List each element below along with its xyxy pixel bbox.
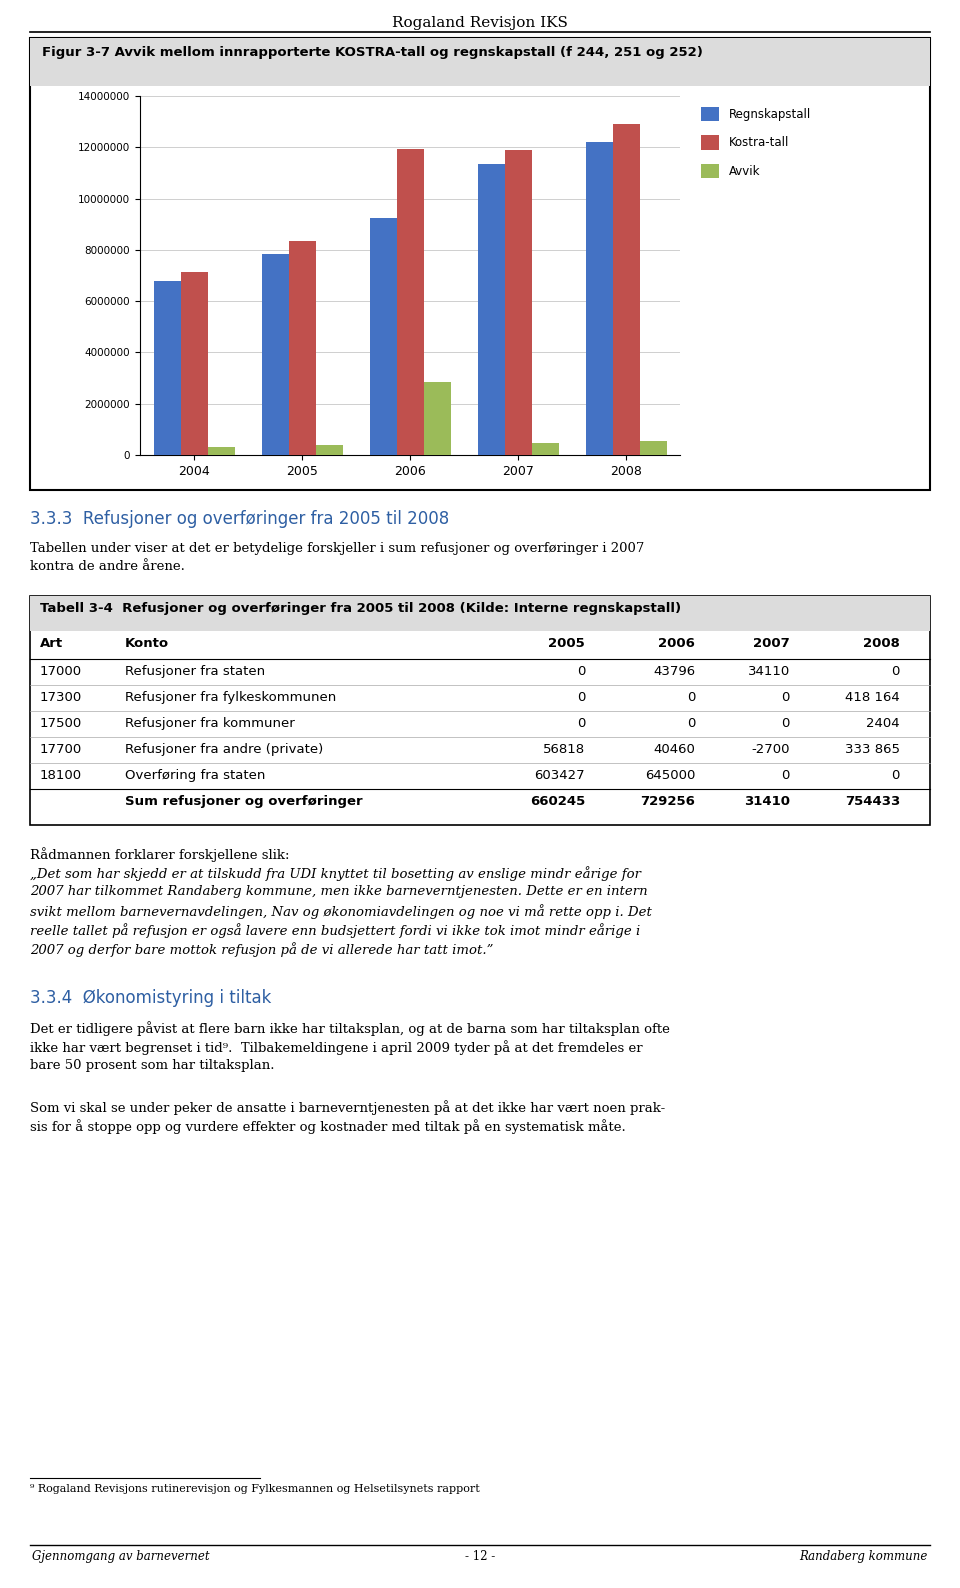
Text: 729256: 729256 [640,796,695,808]
Text: svikt mellom barnevernavdelingen, Nav og økonomiavdelingen og noe vi må rette op: svikt mellom barnevernavdelingen, Nav og… [30,904,652,919]
Text: 0: 0 [892,665,900,678]
Text: 2006: 2006 [659,637,695,649]
Text: 0: 0 [577,718,585,730]
Text: 2007 har tilkommet Randaberg kommune, men ikke barneverntjenesten. Dette er en i: 2007 har tilkommet Randaberg kommune, me… [30,885,648,897]
Text: Det er tidligere påvist at flere barn ikke har tiltaksplan, og at de barna som h: Det er tidligere påvist at flere barn ik… [30,1021,670,1035]
Text: 660245: 660245 [530,796,585,808]
Text: Art: Art [40,637,63,649]
Text: 17500: 17500 [40,718,83,730]
Text: Refusjoner fra fylkeskommunen: Refusjoner fra fylkeskommunen [125,691,336,703]
Text: 2007: 2007 [754,637,790,649]
Text: 0: 0 [781,769,790,781]
Text: 0: 0 [686,691,695,703]
Bar [30,38,930,86]
Text: 754433: 754433 [845,796,900,808]
Text: Figur 3-7 Avvik mellom innrapporterte KOSTRA-tall og regnskapstall (f 244, 251 o: Figur 3-7 Avvik mellom innrapporterte KO… [42,46,703,59]
Text: 18100: 18100 [40,769,83,781]
Text: Konto: Konto [125,637,169,649]
Text: 645000: 645000 [644,769,695,781]
Text: 31410: 31410 [744,796,790,808]
Text: 2005: 2005 [548,637,585,649]
Text: Rogaland Revisjon IKS: Rogaland Revisjon IKS [392,16,568,30]
Text: sis for å stoppe opp og vurdere effekter og kostnader med tiltak på en systemati: sis for å stoppe opp og vurdere effekter… [30,1120,626,1134]
Text: kontra de andre årene.: kontra de andre årene. [30,561,185,573]
Bar [261,254,289,456]
Text: 34110: 34110 [748,665,790,678]
Text: Refusjoner fra kommuner: Refusjoner fra kommuner [125,718,295,730]
Text: 333 865: 333 865 [845,743,900,756]
Legend: Regnskapstall, Kostra-tall, Avvik: Regnskapstall, Kostra-tall, Avvik [697,102,816,183]
Text: Som vi skal se under peker de ansatte i barneverntjenesten på at det ikke har væ: Som vi skal se under peker de ansatte i … [30,1100,665,1115]
Bar [289,241,316,456]
Bar [30,596,930,826]
Text: 17000: 17000 [40,665,83,678]
Bar [423,383,450,456]
Bar [180,272,207,456]
Text: 3.3.3  Refusjoner og overføringer fra 2005 til 2008: 3.3.3 Refusjoner og overføringer fra 200… [30,510,449,527]
Bar [154,281,180,456]
Bar [30,38,930,491]
Text: 43796: 43796 [653,665,695,678]
Text: 17300: 17300 [40,691,83,703]
Text: reelle tallet på refusjon er også lavere enn budsjettert fordi vi ikke tok imot : reelle tallet på refusjon er også lavere… [30,923,640,939]
Text: 3.3.4  Økonomistyring i tiltak: 3.3.4 Økonomistyring i tiltak [30,989,272,1007]
Text: 2008: 2008 [863,637,900,649]
Bar [639,441,666,456]
Text: - 12 -: - 12 - [465,1550,495,1563]
Text: Refusjoner fra staten: Refusjoner fra staten [125,665,265,678]
Bar [316,445,343,456]
Text: 40460: 40460 [653,743,695,756]
Text: Tabellen under viser at det er betydelige forskjeller i sum refusjoner og overfø: Tabellen under viser at det er betydelig… [30,542,644,554]
Text: 0: 0 [781,691,790,703]
Bar [30,596,930,630]
Text: bare 50 prosent som har tiltaksplan.: bare 50 prosent som har tiltaksplan. [30,1059,275,1072]
Text: Sum refusjoner og overføringer: Sum refusjoner og overføringer [125,796,363,808]
Text: 603427: 603427 [535,769,585,781]
Text: 418 164: 418 164 [845,691,900,703]
Bar [612,124,639,456]
Text: Rådmannen forklarer forskjellene slik:: Rådmannen forklarer forskjellene slik: [30,846,290,862]
Text: Gjennomgang av barnevernet: Gjennomgang av barnevernet [32,1550,209,1563]
Text: 0: 0 [577,665,585,678]
Text: 2404: 2404 [866,718,900,730]
Bar [396,149,423,456]
Text: 17700: 17700 [40,743,83,756]
Text: 0: 0 [892,769,900,781]
Text: -2700: -2700 [752,743,790,756]
Text: Tabell 3-4  Refusjoner og overføringer fra 2005 til 2008 (Kilde: Interne regnska: Tabell 3-4 Refusjoner og overføringer fr… [40,602,682,615]
Text: ⁹ Rogaland Revisjons rutinerevisjon og Fylkesmannen og Helsetilsynets rapport: ⁹ Rogaland Revisjons rutinerevisjon og F… [30,1485,480,1494]
Text: ikke har vært begrenset i tid⁹.  Tilbakemeldingene i april 2009 tyder på at det : ikke har vært begrenset i tid⁹. Tilbakem… [30,1040,642,1054]
Text: 2007 og derfor bare mottok refusjon på de vi allerede har tatt imot.”: 2007 og derfor bare mottok refusjon på d… [30,942,493,958]
Text: 56818: 56818 [542,743,585,756]
Text: „Det som har skjedd er at tilskudd fra UDI knyttet til bosetting av enslige mind: „Det som har skjedd er at tilskudd fra U… [30,865,641,881]
Bar [505,149,532,456]
Text: 0: 0 [781,718,790,730]
Bar [586,143,612,456]
Text: 0: 0 [577,691,585,703]
Text: Randaberg kommune: Randaberg kommune [800,1550,928,1563]
Text: Overføring fra staten: Overføring fra staten [125,769,265,781]
Bar [370,218,396,456]
Bar [532,443,559,456]
Bar [477,164,505,456]
Text: Refusjoner fra andre (private): Refusjoner fra andre (private) [125,743,324,756]
Bar [207,448,234,456]
Text: 0: 0 [686,718,695,730]
